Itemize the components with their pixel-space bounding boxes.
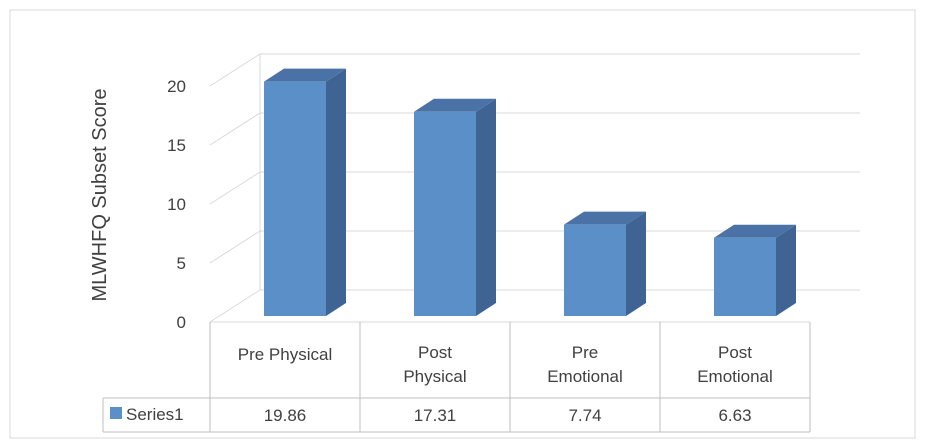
data-label: 7.74: [568, 406, 601, 425]
category-label: Emotional: [697, 367, 773, 386]
bar-side-face: [776, 224, 796, 316]
data-label: 17.31: [414, 406, 457, 425]
y-tick-label: 20: [167, 77, 186, 96]
bar-top-face: [414, 98, 496, 112]
legend-key: [110, 407, 122, 419]
y-axis-ticks: 0 5 10 15 20: [167, 77, 186, 332]
bar-front-face: [714, 237, 776, 316]
bar: [714, 224, 796, 316]
data-label: 6.63: [718, 406, 751, 425]
y-tick-label: 5: [177, 254, 186, 273]
bar: [264, 68, 346, 316]
bars: [264, 68, 796, 316]
bar: [414, 98, 496, 316]
gridline-diagonal: [209, 112, 261, 146]
bar-top-face: [714, 224, 796, 238]
category-label: Emotional: [547, 367, 623, 386]
category-label: Pre: [572, 343, 598, 362]
bar-front-face: [264, 81, 326, 316]
data-label: 19.86: [264, 406, 307, 425]
data-table: Pre Physical Post Physical Pre Emotional Post…: [102, 322, 811, 433]
bar-top-face: [564, 211, 646, 225]
gridline-diagonal: [209, 230, 261, 264]
y-tick-label: 15: [167, 136, 186, 155]
bar-side-face: [626, 211, 646, 316]
y-axis-label: MLWHFQ Subset Score: [89, 88, 111, 301]
category-label: Post: [718, 343, 752, 362]
bar-side-face: [326, 68, 346, 316]
legend-series-name: Series1: [126, 405, 184, 424]
y-tick-label: 0: [177, 313, 186, 332]
bar-front-face: [414, 111, 476, 316]
gridline-diagonal: [209, 289, 261, 323]
bar: [564, 211, 646, 316]
y-tick-label: 10: [167, 195, 186, 214]
bar-top-face: [264, 68, 346, 82]
category-label: Post: [418, 343, 452, 362]
gridline-diagonal: [209, 53, 261, 87]
bar-front-face: [564, 224, 626, 316]
bar-side-face: [476, 98, 496, 316]
gridline-diagonal: [209, 171, 261, 205]
category-label: Pre Physical: [238, 345, 332, 364]
chart-border: [9, 9, 916, 439]
category-label: Physical: [403, 367, 466, 386]
